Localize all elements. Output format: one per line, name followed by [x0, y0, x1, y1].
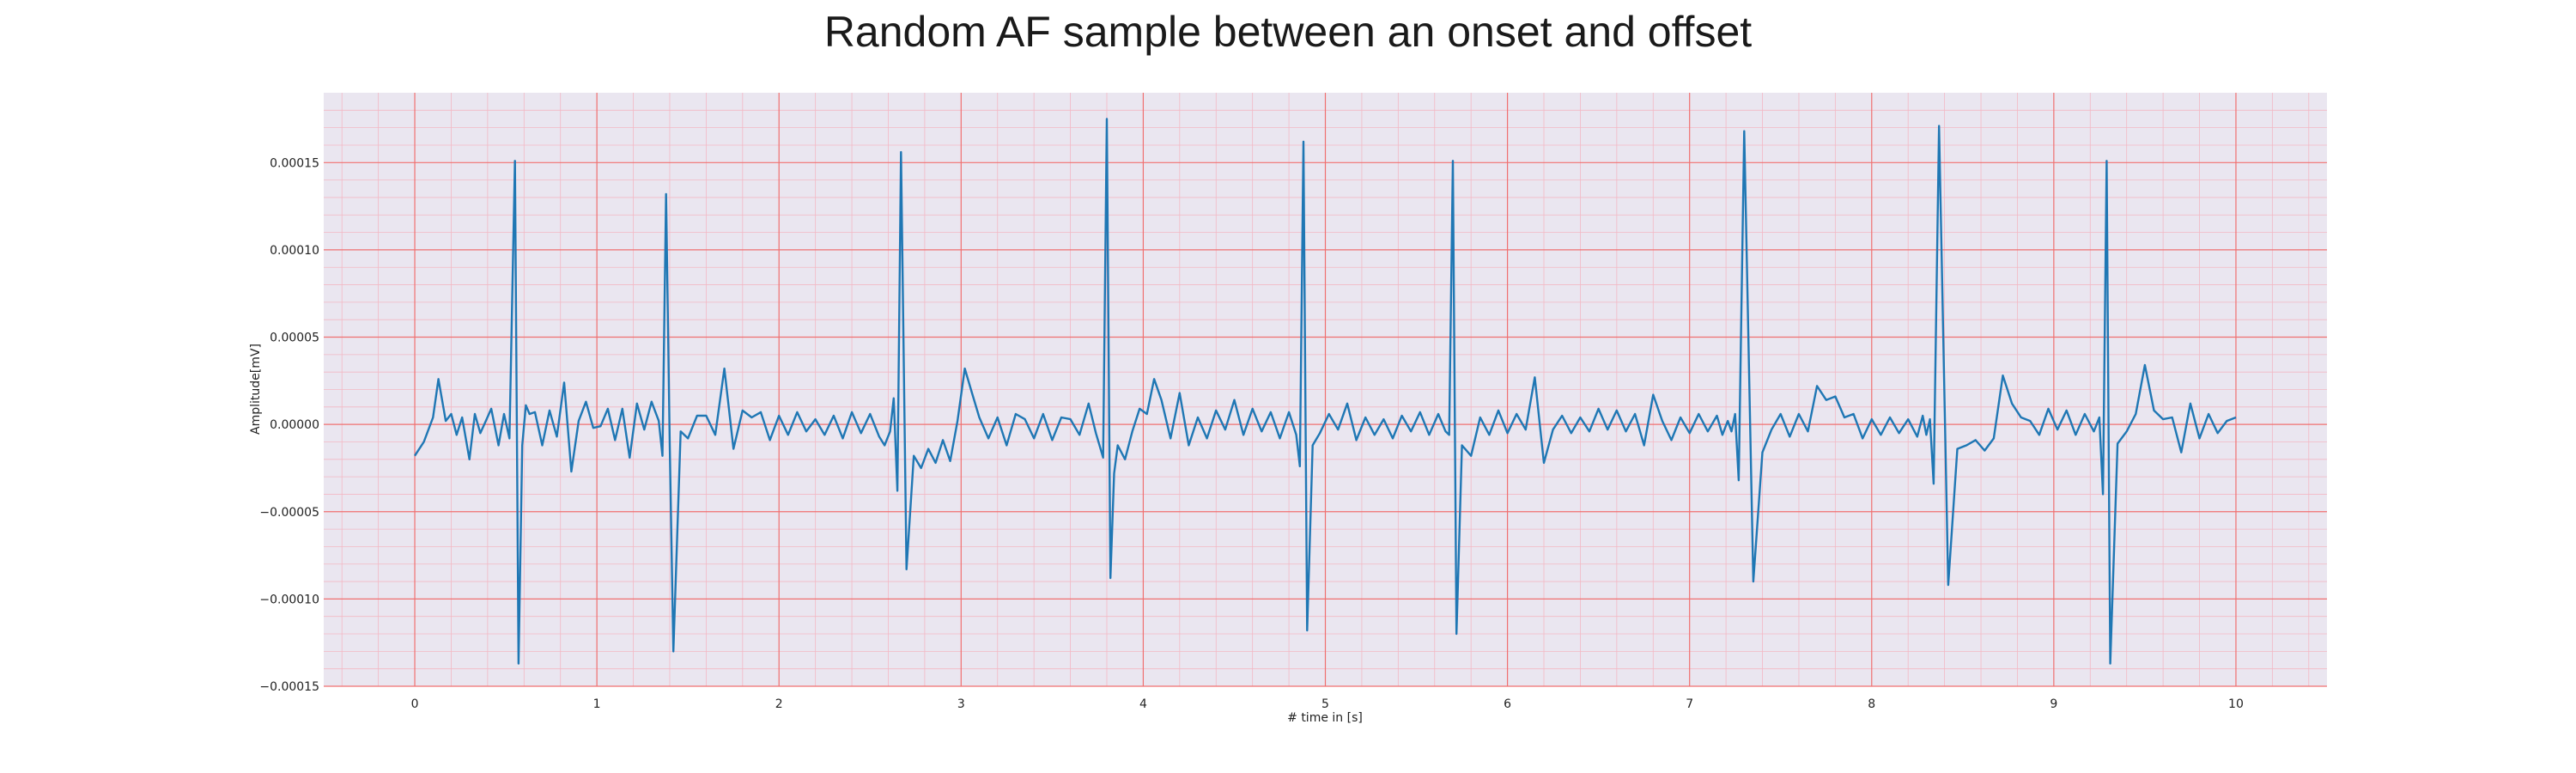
y-tick-labels: −0.00015 −0.00010 −0.00005 0.00000 0.00005 0.…	[259, 156, 319, 694]
x-tick-label: 4	[1139, 697, 1147, 711]
x-tick-label: 7	[1686, 697, 1693, 711]
x-tick-labels: 0 1 2 3 4 5 6 7 8 9 10	[411, 697, 2244, 711]
x-tick-label: 2	[775, 697, 783, 711]
x-tick-label: 5	[1321, 697, 1329, 711]
y-tick-label: 0.00010	[270, 244, 319, 258]
x-tick-label: 8	[1868, 697, 1875, 711]
y-tick-label: −0.00005	[259, 506, 319, 520]
series-line	[413, 118, 2237, 665]
y-tick-label: 0.00015	[270, 156, 319, 170]
x-axis-label: # time in [s]	[1287, 711, 1363, 725]
y-tick-label: −0.00010	[259, 593, 319, 606]
chart-title: Random AF sample between an onset and of…	[823, 8, 1753, 56]
y-axis-label: Amplitude[mV]	[249, 344, 263, 435]
x-tick-label: 0	[411, 697, 419, 711]
y-tick-label: −0.00015	[259, 680, 319, 694]
x-tick-label: 3	[957, 697, 965, 711]
y-tick-label: 0.00005	[270, 332, 319, 345]
y-tick-label: 0.00000	[270, 418, 319, 432]
major-grid	[324, 93, 2327, 687]
x-tick-label: 10	[2228, 697, 2244, 711]
x-tick-label: 9	[2050, 697, 2057, 711]
x-tick-label: 1	[593, 697, 601, 711]
x-tick-label: 6	[1504, 697, 1511, 711]
